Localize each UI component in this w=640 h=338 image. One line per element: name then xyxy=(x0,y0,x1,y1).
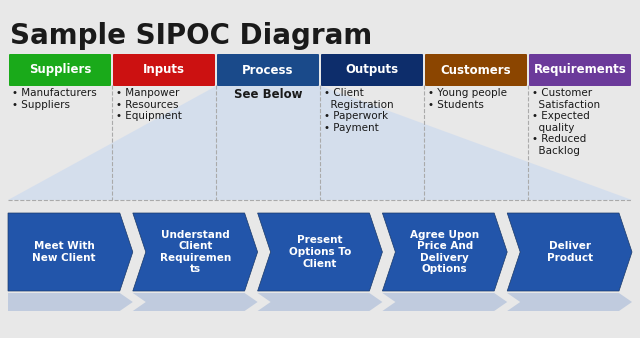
Polygon shape xyxy=(383,213,507,291)
Polygon shape xyxy=(507,293,632,311)
FancyBboxPatch shape xyxy=(9,54,111,86)
Polygon shape xyxy=(8,85,632,200)
Polygon shape xyxy=(507,213,632,291)
FancyBboxPatch shape xyxy=(425,54,527,86)
Text: Customers: Customers xyxy=(441,64,511,76)
FancyBboxPatch shape xyxy=(321,54,423,86)
Polygon shape xyxy=(383,293,507,311)
Text: See Below: See Below xyxy=(234,88,302,101)
Text: • Customer
  Satisfaction
• Expected
  quality
• Reduced
  Backlog: • Customer Satisfaction • Expected quali… xyxy=(532,88,600,156)
Text: Requirements: Requirements xyxy=(534,64,627,76)
Text: Process: Process xyxy=(243,64,294,76)
Polygon shape xyxy=(133,213,258,291)
Text: Sample SIPOC Diagram: Sample SIPOC Diagram xyxy=(10,22,372,50)
FancyBboxPatch shape xyxy=(529,54,631,86)
Polygon shape xyxy=(258,293,383,311)
FancyBboxPatch shape xyxy=(113,54,215,86)
Text: Deliver
Product: Deliver Product xyxy=(547,241,593,263)
Polygon shape xyxy=(8,293,133,311)
Text: Agree Upon
Price And
Delivery
Options: Agree Upon Price And Delivery Options xyxy=(410,230,479,274)
Text: Outputs: Outputs xyxy=(346,64,399,76)
Text: Meet With
New Client: Meet With New Client xyxy=(32,241,95,263)
Polygon shape xyxy=(258,213,383,291)
FancyBboxPatch shape xyxy=(217,54,319,86)
Text: Suppliers: Suppliers xyxy=(29,64,91,76)
Text: • Young people
• Students: • Young people • Students xyxy=(428,88,507,110)
Text: Understand
Client
Requiremen
ts: Understand Client Requiremen ts xyxy=(159,230,231,274)
Polygon shape xyxy=(8,213,133,291)
Text: • Manufacturers
• Suppliers: • Manufacturers • Suppliers xyxy=(12,88,97,110)
Text: • Client
  Registration
• Paperwork
• Payment: • Client Registration • Paperwork • Paym… xyxy=(324,88,394,133)
Text: Present
Options To
Client: Present Options To Client xyxy=(289,235,351,269)
Text: Inputs: Inputs xyxy=(143,64,185,76)
Text: • Manpower
• Resources
• Equipment: • Manpower • Resources • Equipment xyxy=(116,88,182,121)
Polygon shape xyxy=(133,293,258,311)
